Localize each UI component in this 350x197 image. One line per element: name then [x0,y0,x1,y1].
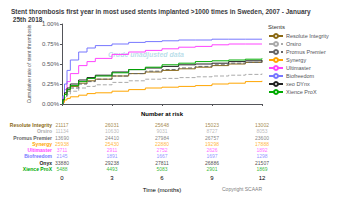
svg-text:8053: 8053 [256,128,267,134]
svg-text:Orsiro: Orsiro [286,41,301,47]
svg-text:3: 3 [110,175,114,181]
svg-text:Synergy: Synergy [32,141,52,147]
svg-text:2752: 2752 [156,147,167,153]
svg-text:1.00%: 1.00% [42,21,60,27]
svg-text:10630: 10630 [105,128,119,134]
svg-text:Biofreedom: Biofreedom [286,73,315,79]
svg-text:29238: 29238 [105,160,119,166]
svg-text:1697: 1697 [206,153,217,159]
svg-text:13002: 13002 [255,122,269,128]
svg-text:25th 2018.: 25th 2018. [11,16,44,23]
svg-text:Ultimaster: Ultimaster [28,147,53,153]
svg-text:2911: 2911 [107,147,118,153]
svg-text:Promus Premier: Promus Premier [286,49,326,55]
svg-text:4493: 4493 [106,166,117,172]
svg-text:5488: 5488 [56,166,67,172]
svg-text:Copyright SCAAR: Copyright SCAAR [222,186,262,192]
svg-text:27811: 27811 [155,160,169,166]
svg-text:11134: 11134 [55,128,68,134]
svg-text:Orsiro: Orsiro [37,128,52,134]
svg-text:Biofreedom: Biofreedom [24,153,52,159]
svg-text:15023: 15023 [205,122,219,128]
svg-text:0.00%: 0.00% [42,101,60,107]
svg-text:1892: 1892 [256,147,267,153]
svg-text:0: 0 [60,175,64,181]
svg-text:Crude unadjusted data: Crude unadjusted data [108,50,184,58]
svg-text:Xience ProX: Xience ProX [286,89,317,95]
svg-text:19298: 19298 [205,141,219,147]
svg-text:8727: 8727 [206,128,217,134]
svg-text:27984: 27984 [155,135,169,141]
svg-text:1298: 1298 [256,153,267,159]
svg-text:1667: 1667 [156,153,167,159]
svg-text:33880: 33880 [55,160,69,166]
svg-text:Number at risk: Number at risk [141,111,184,117]
svg-text:21507: 21507 [255,160,269,166]
svg-text:Resolute Integrity: Resolute Integrity [286,33,329,39]
svg-text:1869: 1869 [256,166,267,172]
svg-text:25938: 25938 [55,141,69,147]
svg-text:9031: 9031 [156,128,167,134]
svg-text:9: 9 [210,175,214,181]
svg-text:Xience ProX: Xience ProX [23,166,53,172]
svg-text:xeo DYnx: xeo DYnx [286,81,310,87]
svg-text:Time (months): Time (months) [143,187,181,193]
svg-text:26886: 26886 [205,160,219,166]
svg-text:12: 12 [259,175,266,181]
svg-text:2626: 2626 [206,147,217,153]
svg-text:Stents: Stents [268,24,285,30]
svg-text:Onyx: Onyx [39,160,52,166]
svg-text:2145: 2145 [56,153,67,159]
svg-text:1891: 1891 [106,153,117,159]
svg-text:17888: 17888 [255,141,269,147]
svg-text:25648: 25648 [155,122,169,128]
svg-text:Ultimaster: Ultimaster [286,65,311,71]
svg-text:0.75%: 0.75% [42,41,60,47]
svg-text:3711: 3711 [57,147,68,153]
svg-text:2901: 2901 [206,166,217,172]
svg-text:0.50%: 0.50% [42,61,60,67]
svg-text:Cumulative rate of stent throm: Cumulative rate of stent thrombosis [26,24,32,103]
svg-text:22880: 22880 [155,141,169,147]
svg-text:Promus Premier: Promus Premier [13,135,52,141]
svg-text:5083: 5083 [156,166,167,172]
svg-text:21117: 21117 [55,122,68,128]
svg-text:Synergy: Synergy [286,57,306,63]
svg-text:26757: 26757 [205,135,219,141]
svg-text:0.25%: 0.25% [42,81,60,87]
svg-text:26031: 26031 [105,122,119,128]
svg-text:25430: 25430 [105,141,119,147]
svg-text:Stent thrombosis first year in: Stent thrombosis first year in most used… [11,8,311,16]
svg-text:13690: 13690 [55,135,69,141]
svg-text:24410: 24410 [105,135,119,141]
svg-text:6: 6 [160,175,164,181]
svg-text:23600: 23600 [255,135,269,141]
svg-text:Resolute Integrity: Resolute Integrity [10,122,52,128]
